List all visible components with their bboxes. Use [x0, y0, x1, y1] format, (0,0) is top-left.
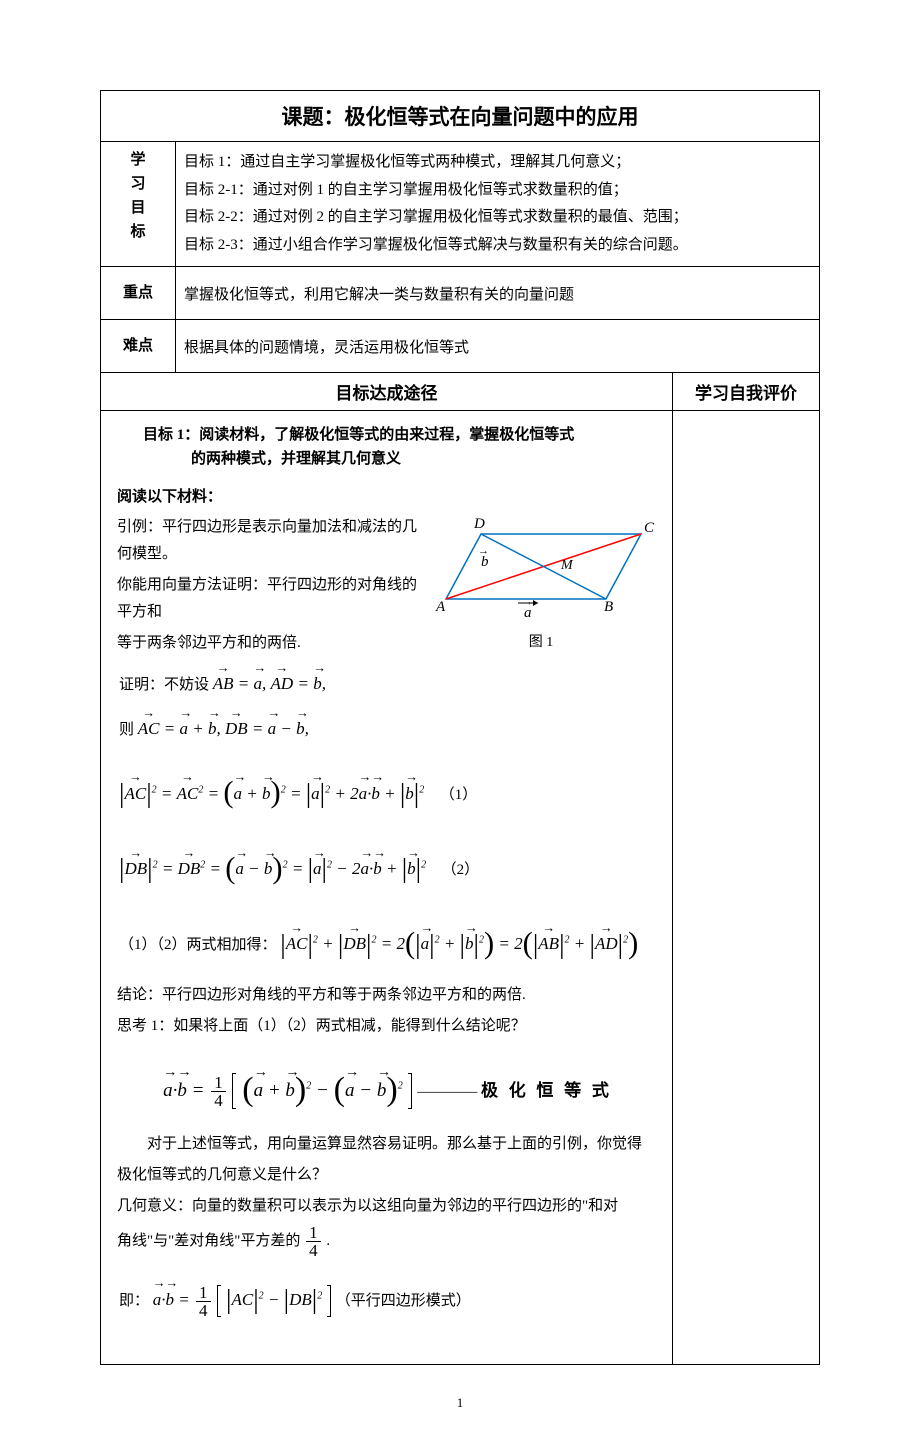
figure-caption: 图 1 — [426, 631, 656, 651]
para-after-1: 对于上述恒等式，用向量运算显然容易证明。那么基于上面的引例，你觉得 — [117, 1131, 656, 1158]
para-after-2: 极化恒等式的几何意义是什么？ — [117, 1162, 656, 1189]
mode-paren: （平行四边形模式） — [336, 1293, 471, 1309]
proof-setup: 证明：不妨设 AB = a, AD = b, — [119, 665, 656, 702]
eq-2: |DB|2 = DB2 = (a − b)2 = |a|2 − 2a·b + |… — [119, 831, 656, 898]
selfeval-cell — [673, 411, 820, 1365]
svg-text:A: A — [435, 599, 446, 615]
goal-2: 目标 2-1：通过对例 1 的自主学习掌握用极化恒等式求数量积的值； — [184, 178, 811, 204]
parallelogram-svg: A B C D M a b → → — [426, 514, 656, 624]
svg-text:C: C — [644, 520, 655, 536]
svg-text:B: B — [604, 599, 613, 615]
goal-1: 目标 1：通过自主学习掌握极化恒等式两种模式，理解其几何意义； — [184, 150, 811, 176]
svg-text:M: M — [560, 558, 574, 573]
geo-meaning-2: 角线"与"差对角线"平方差的 14 . — [117, 1224, 656, 1259]
parallelogram-figure: A B C D M a b → → — [426, 514, 656, 651]
parallelogram-mode: 即： a·b = 14 |AC|2 − |DB|2 （平行四边形模式） — [119, 1267, 656, 1327]
polarization-identity: a·b = 14 (a + b)2 − (a − b)2 ———— 极 化 恒 … — [119, 1048, 656, 1123]
then-line: 则 AC = a + b, DB = a − b, — [119, 710, 656, 747]
add-label: （1）（2）两式相加得： — [119, 937, 277, 953]
goal-4: 目标 2-3：通过小组合作学习掌握极化恒等式解决与数量积有关的综合问题。 — [184, 233, 811, 259]
goal1-head-line2: 的两种模式，并理解其几何意义 — [191, 447, 401, 471]
content-cell: 目标 1：阅读材料，了解极化恒等式的由来过程，掌握极化恒等式 的两种模式，并理解… — [101, 411, 673, 1365]
goal-3: 目标 2-2：通过对例 2 的自主学习掌握用极化恒等式求数量积的最值、范围； — [184, 205, 811, 231]
row-label-key: 重点 — [101, 267, 176, 320]
hardpoint: 根据具体的问题情境，灵活运用极化恒等式 — [176, 320, 820, 373]
goal1-head: 目标 1：阅读材料，了解极化恒等式的由来过程，掌握极化恒等式 的两种模式，并理解… — [143, 423, 660, 471]
dash: ———— — [417, 1084, 477, 1100]
then-label: 则 — [119, 722, 134, 738]
svg-text:→: → — [478, 545, 489, 557]
goals-cell: 目标 1：通过自主学习掌握极化恒等式两种模式，理解其几何意义； 目标 2-1：通… — [176, 142, 820, 267]
svg-text:→: → — [522, 596, 533, 608]
goal1-head-line1: 目标 1：阅读材料，了解极化恒等式的由来过程，掌握极化恒等式 — [143, 427, 574, 443]
geo-meaning-2b: . — [326, 1233, 330, 1249]
keypoint: 掌握极化恒等式，利用它解决一类与数量积有关的向量问题 — [176, 267, 820, 320]
eq-1: |AC|2 = AC2 = (a + b)2 = |a|2 + 2a·b + |… — [119, 756, 656, 823]
ie-label: 即： — [119, 1293, 149, 1309]
content-body: 阅读以下材料： A B C D — [113, 475, 660, 1356]
read-label: 阅读以下材料： — [117, 483, 656, 510]
page: 课题：极化恒等式在向量问题中的应用 学习目标 目标 1：通过自主学习掌握极化恒等… — [0, 0, 920, 1451]
conclusion: 结论：平行四边形对角线的平方和等于两条邻边平方和的两倍. — [117, 982, 656, 1009]
page-number: 1 — [100, 1395, 820, 1411]
row-label-goals: 学习目标 — [101, 142, 176, 267]
eq2-tag: （2） — [442, 862, 480, 878]
eq1-tag: （1） — [440, 787, 478, 803]
selfeval-head: 学习自我评价 — [673, 373, 820, 411]
svg-text:D: D — [473, 516, 485, 532]
geo-meaning-1: 几何意义：向量的数量积可以表示为以这组向量为邻边的平行四边形的"和对 — [117, 1193, 656, 1220]
eq-add: （1）（2）两式相加得： |AC|2 + |DB|2 = 2(|a|2 + |b… — [119, 906, 656, 973]
pathway-head: 目标达成途径 — [101, 373, 673, 411]
geo-meaning-2a: 角线"与"差对角线"平方差的 — [117, 1233, 300, 1249]
lesson-table: 课题：极化恒等式在向量问题中的应用 学习目标 目标 1：通过自主学习掌握极化恒等… — [100, 90, 820, 1365]
polar-name: 极 化 恒 等 式 — [481, 1081, 612, 1100]
proof-label: 证明：不妨设 — [119, 677, 209, 693]
row-label-hard: 难点 — [101, 320, 176, 373]
think-1: 思考 1：如果将上面（1）（2）两式相减，能得到什么结论呢？ — [117, 1013, 656, 1040]
lesson-title: 课题：极化恒等式在向量问题中的应用 — [101, 91, 820, 142]
